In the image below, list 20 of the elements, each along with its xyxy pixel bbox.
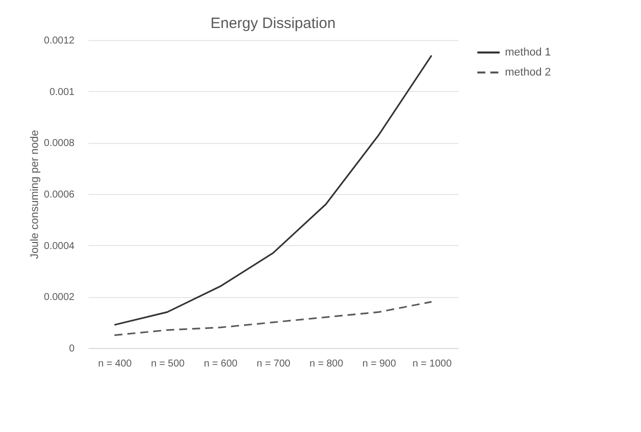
legend-label: method 2 <box>505 66 551 78</box>
x-tick-label: n = 500 <box>150 358 186 370</box>
y-tick-label: 0.0002 <box>44 292 75 304</box>
x-tick-label: n = 700 <box>256 358 291 370</box>
y-tick-label: 0.0012 <box>44 36 75 46</box>
line-series <box>114 54 432 326</box>
y-tick-label: 0 <box>68 344 75 354</box>
y-tick-label: 0.0004 <box>44 240 75 252</box>
x-tick-label: n = 800 <box>310 358 344 370</box>
chart-title: Energy Dissipation <box>210 15 336 32</box>
y-tick-label: 0.0008 <box>44 138 75 150</box>
y-tick-label: 0.0006 <box>44 190 75 200</box>
x-tick-label: n = 400 <box>98 358 132 370</box>
y-axis-title: Joule consuming per node <box>28 130 41 260</box>
x-tick-label: n = 1000 <box>412 358 452 370</box>
y-tick-label: 0.001 <box>49 86 75 98</box>
line-series <box>114 301 432 336</box>
x-tick-label: n = 900 <box>362 358 396 370</box>
legend-label: method 1 <box>505 46 551 58</box>
x-tick-label: n = 600 <box>204 358 238 370</box>
